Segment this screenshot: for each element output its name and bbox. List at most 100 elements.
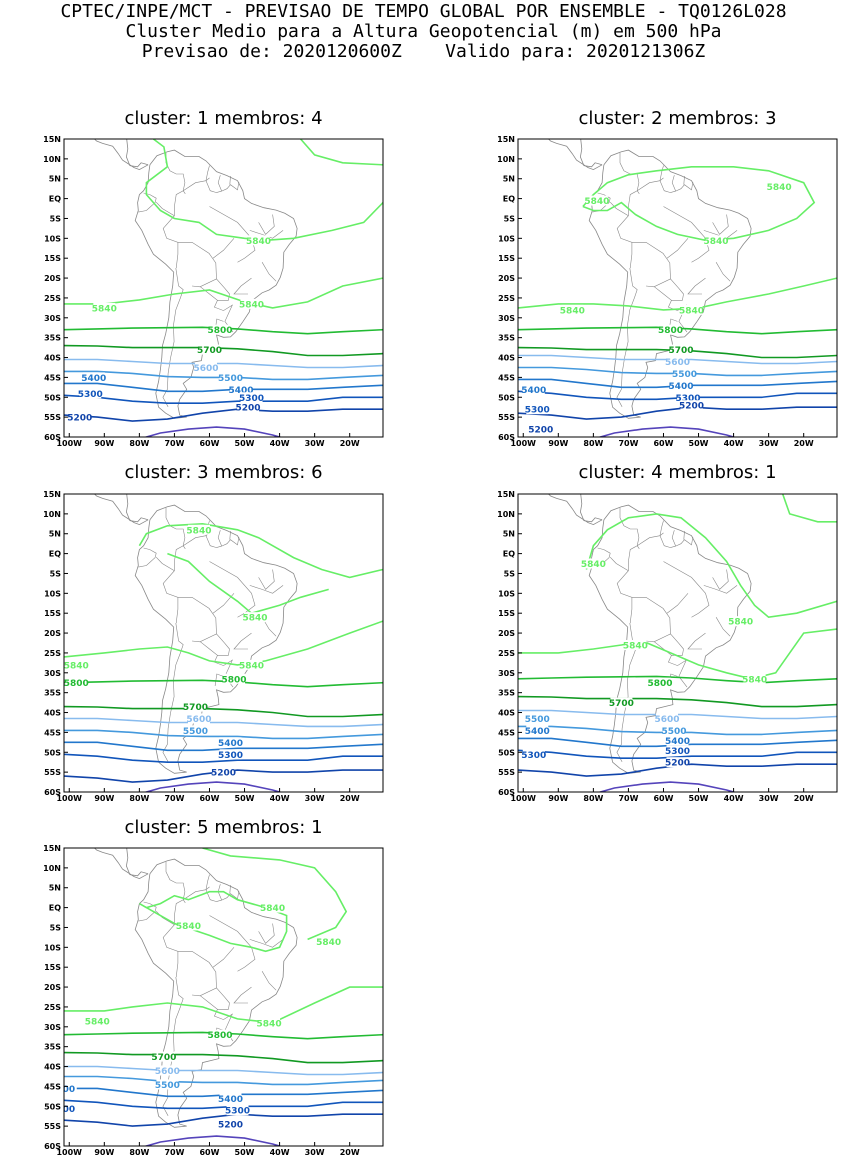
country-border <box>200 633 230 656</box>
contour-5200 <box>64 408 383 422</box>
country-border <box>609 201 629 216</box>
lat-tick-label: 35S <box>44 1043 61 1052</box>
lat-tick-label: 15S <box>498 609 515 618</box>
lat-tick-label: 40S <box>44 1063 61 1072</box>
contour-5100 <box>143 1135 283 1146</box>
country-border <box>212 947 235 968</box>
country-border <box>687 632 706 650</box>
lat-tick-label: 5N <box>49 175 61 184</box>
country-border <box>214 673 224 686</box>
contour-5840 <box>145 139 383 242</box>
lat-tick-label: 45S <box>44 728 61 737</box>
lat-tick-label: 5S <box>50 569 62 578</box>
cluster-title: cluster: 1 membros: 4 <box>124 108 322 129</box>
contour-label: 5840 <box>560 306 585 316</box>
lat-tick-label: 30S <box>44 669 61 678</box>
lat-tick-label: 15N <box>497 490 515 499</box>
central-america-pacific-coast <box>93 848 149 880</box>
lat-tick-label: 55S <box>44 768 61 777</box>
lon-tick-label: 80W <box>129 794 149 803</box>
lon-tick-label: 100W <box>510 794 536 803</box>
lon-tick-label: 60W <box>199 439 219 448</box>
lat-tick-label: 20S <box>44 983 61 992</box>
contour-label-bg <box>208 1029 231 1040</box>
contour-label: 5840 <box>767 183 792 193</box>
lon-tick-label: 70W <box>618 794 638 803</box>
lat-tick-label: 60S <box>498 788 515 797</box>
country-border <box>233 986 252 1004</box>
map-frame <box>63 493 384 793</box>
contour-label-bg <box>82 372 105 383</box>
longitude-axis: 100W 90W 80W 70W 60W 50W 40W 30W 20W <box>510 433 814 448</box>
lat-tick-label: 50S <box>44 1102 61 1111</box>
country-border <box>209 915 256 972</box>
country-border <box>229 884 231 894</box>
country-border <box>138 901 157 922</box>
lat-tick-label: EQ <box>503 195 515 204</box>
lat-tick-label: 5N <box>49 884 61 893</box>
map-frame <box>517 493 838 793</box>
contour-label-bg <box>226 1105 249 1116</box>
lat-tick-label: 40S <box>498 709 515 718</box>
lon-tick-label: 70W <box>618 439 638 448</box>
country-border <box>683 530 685 540</box>
country-border <box>229 175 231 185</box>
lat-tick-label: 60S <box>498 433 515 442</box>
country-border <box>138 547 157 568</box>
lat-tick-label: 25S <box>44 649 61 658</box>
lon-tick-label: 30W <box>305 1148 325 1157</box>
contour-5600 <box>64 717 383 728</box>
contour-label: 5800 <box>207 326 232 336</box>
contour-label-bg <box>670 344 693 355</box>
contour-label-bg <box>244 612 267 623</box>
contour-label-bg <box>79 388 102 399</box>
lat-tick-label: 10S <box>498 589 515 598</box>
contour-label: 5400 <box>218 739 243 749</box>
lon-tick-label: 90W <box>94 1148 114 1157</box>
contour-label: 5400 <box>81 374 106 384</box>
contour-label-bg <box>208 324 231 335</box>
contour-label: 5840 <box>704 237 729 247</box>
contour-label-bg <box>64 1083 77 1094</box>
country-border <box>200 987 230 1010</box>
contour-label: 5300 <box>218 751 243 761</box>
contour-label: 5400 <box>218 1095 243 1105</box>
country-border <box>663 561 710 618</box>
header-line-1: CPTEC/INPE/MCT - PREVISAO DE TEMPO GLOBA… <box>60 1 787 22</box>
country-border <box>258 923 275 944</box>
country-border <box>659 165 694 193</box>
lat-tick-label: 10S <box>44 943 61 952</box>
lat-tick-label: 20S <box>498 629 515 638</box>
lon-tick-label: 60W <box>199 1148 219 1157</box>
lat-tick-label: 40S <box>44 709 61 718</box>
lon-tick-label: 20W <box>794 439 814 448</box>
lat-tick-label: 20S <box>498 274 515 283</box>
contour-label: 5600 <box>186 715 211 725</box>
lon-tick-label: 100W <box>56 794 82 803</box>
contour-label-bg <box>680 304 703 315</box>
country-border <box>619 507 640 549</box>
longitude-axis: 100W 90W 80W 70W 60W 50W 40W 30W 20W <box>510 788 814 803</box>
country-border <box>162 977 184 1116</box>
country-border <box>177 951 217 997</box>
contour-label: 5300 <box>675 394 700 404</box>
country-border <box>616 532 664 624</box>
contour-label-bg <box>240 392 263 403</box>
lat-tick-label: 10N <box>497 510 515 519</box>
contour-label: 5200 <box>218 1121 243 1131</box>
contour-label-bg <box>223 673 246 684</box>
lat-tick-label: 15S <box>44 609 61 618</box>
contour-label-bg <box>610 697 633 708</box>
contour-label-bg <box>662 725 685 736</box>
contour-5600 <box>64 1065 383 1076</box>
contour-label: 300 <box>56 1105 75 1115</box>
country-border <box>165 152 186 194</box>
contour-label-bg <box>666 356 689 367</box>
contour-label: 5400 <box>668 382 693 392</box>
country-border <box>177 242 217 288</box>
contour-label: 5400 <box>521 386 546 396</box>
contour-5100 <box>143 426 283 437</box>
contour-label-bg <box>184 701 207 712</box>
contour-5100 <box>597 781 737 792</box>
